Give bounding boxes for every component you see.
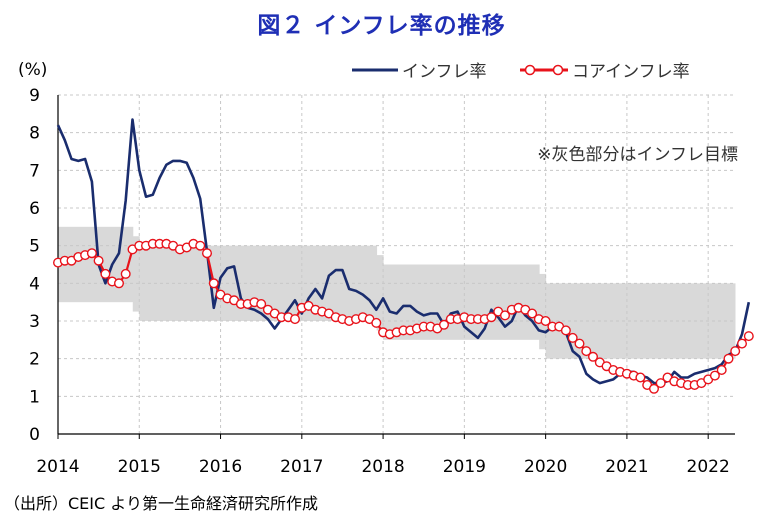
core-inflation-point bbox=[540, 316, 551, 327]
y-axis-unit: (%) bbox=[18, 60, 47, 80]
core-inflation-point bbox=[723, 353, 734, 364]
x-tick-label: 2017 bbox=[280, 457, 323, 477]
source-note: （出所）CEIC より第一生命経済研究所作成 bbox=[4, 494, 318, 513]
core-inflation-point bbox=[93, 255, 104, 266]
core-inflation-point bbox=[649, 383, 660, 394]
y-tick-label: 7 bbox=[29, 161, 40, 181]
x-tick-label: 2014 bbox=[36, 457, 79, 477]
y-tick-label: 0 bbox=[29, 425, 40, 445]
core-inflation-point bbox=[716, 365, 727, 376]
y-tick-label: 4 bbox=[29, 274, 40, 294]
core-inflation-point bbox=[256, 299, 267, 310]
target-band-segment bbox=[139, 245, 215, 321]
x-tick-label: 2020 bbox=[524, 457, 567, 477]
legend-core-marker bbox=[524, 64, 536, 76]
gridlines bbox=[58, 94, 735, 434]
x-tick-label: 2016 bbox=[199, 457, 242, 477]
core-inflation-point bbox=[743, 331, 754, 342]
core-inflation-point bbox=[655, 378, 666, 389]
y-tick-label: 5 bbox=[29, 237, 40, 257]
x-tick-label: 2019 bbox=[443, 457, 486, 477]
y-tick-label: 6 bbox=[29, 199, 40, 219]
core-inflation-point bbox=[86, 248, 97, 259]
core-inflation-point bbox=[574, 338, 585, 349]
x-tick-label: 2018 bbox=[361, 457, 404, 477]
legend-headline-label: インフレ率 bbox=[402, 62, 487, 82]
legend: インフレ率 コアインフレ率 bbox=[352, 62, 690, 82]
core-inflation-point bbox=[737, 338, 748, 349]
x-tick-label: 2015 bbox=[118, 457, 161, 477]
y-tick-label: 1 bbox=[29, 387, 40, 407]
legend-core-label: コアインフレ率 bbox=[572, 62, 690, 82]
target-band-segment bbox=[132, 236, 140, 312]
core-inflation-point bbox=[439, 319, 450, 330]
legend-core-marker bbox=[552, 64, 564, 76]
core-inflation-point bbox=[290, 314, 301, 325]
y-tick-label: 9 bbox=[29, 86, 40, 106]
target-band-segment bbox=[539, 273, 547, 350]
y-tick-label: 3 bbox=[29, 312, 40, 332]
core-inflation-point bbox=[527, 308, 538, 319]
core-inflation-point bbox=[113, 278, 124, 289]
core-inflation-point bbox=[120, 268, 131, 279]
x-tick-label: 2021 bbox=[605, 457, 648, 477]
core-inflation-point bbox=[588, 351, 599, 362]
core-inflation-point bbox=[709, 370, 720, 381]
core-inflation-point bbox=[730, 346, 741, 357]
core-inflation-point bbox=[500, 310, 511, 321]
core-inflation-point bbox=[567, 332, 578, 343]
core-inflation-point bbox=[635, 372, 646, 383]
core-inflation-point bbox=[208, 278, 219, 289]
core-inflation-point bbox=[100, 268, 111, 279]
axes: 0 1 2 3 4 5 6 7 8 9 2014 2015 2016 2017 2018 2019 2020 20… bbox=[29, 86, 735, 477]
core-inflation-point bbox=[195, 240, 206, 251]
core-inflation-point bbox=[371, 317, 382, 328]
chart-title: 図２ インフレ率の推移 bbox=[257, 13, 506, 39]
series-markers bbox=[53, 238, 754, 394]
target-note: ※灰色部分はインフレ目標 bbox=[537, 145, 738, 165]
y-tick-label: 2 bbox=[29, 350, 40, 370]
y-tick-label: 8 bbox=[29, 124, 40, 144]
core-inflation-point bbox=[486, 312, 497, 323]
target-band-segment bbox=[376, 255, 384, 331]
core-inflation-point bbox=[581, 346, 592, 357]
core-inflation-point bbox=[201, 248, 212, 259]
core-inflation-point bbox=[560, 325, 571, 336]
x-tick-label: 2022 bbox=[687, 457, 730, 477]
